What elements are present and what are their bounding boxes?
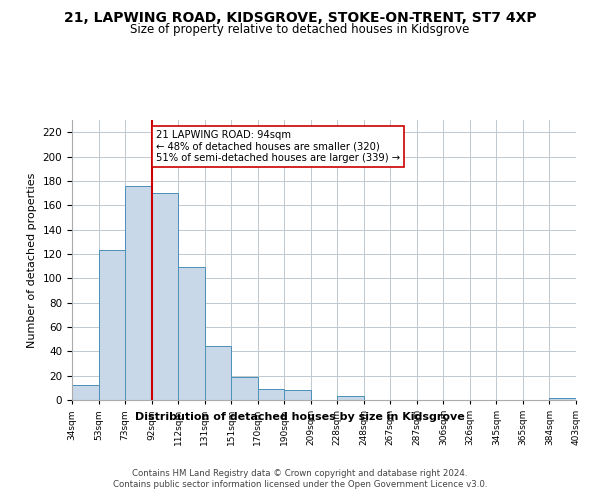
Text: Contains HM Land Registry data © Crown copyright and database right 2024.: Contains HM Land Registry data © Crown c… bbox=[132, 469, 468, 478]
Bar bbox=[550, 398, 576, 400]
Bar bbox=[72, 386, 98, 400]
Bar bbox=[152, 193, 178, 400]
Bar bbox=[337, 396, 364, 400]
Bar bbox=[284, 390, 311, 400]
Bar bbox=[231, 377, 257, 400]
Bar bbox=[178, 268, 205, 400]
Text: 21 LAPWING ROAD: 94sqm
← 48% of detached houses are smaller (320)
51% of semi-de: 21 LAPWING ROAD: 94sqm ← 48% of detached… bbox=[155, 130, 400, 163]
Bar bbox=[98, 250, 125, 400]
Text: Contains public sector information licensed under the Open Government Licence v3: Contains public sector information licen… bbox=[113, 480, 487, 489]
Bar bbox=[125, 186, 152, 400]
Y-axis label: Number of detached properties: Number of detached properties bbox=[27, 172, 37, 348]
Text: Size of property relative to detached houses in Kidsgrove: Size of property relative to detached ho… bbox=[130, 22, 470, 36]
Bar bbox=[257, 389, 284, 400]
Text: Distribution of detached houses by size in Kidsgrove: Distribution of detached houses by size … bbox=[135, 412, 465, 422]
Bar bbox=[205, 346, 231, 400]
Text: 21, LAPWING ROAD, KIDSGROVE, STOKE-ON-TRENT, ST7 4XP: 21, LAPWING ROAD, KIDSGROVE, STOKE-ON-TR… bbox=[64, 11, 536, 25]
